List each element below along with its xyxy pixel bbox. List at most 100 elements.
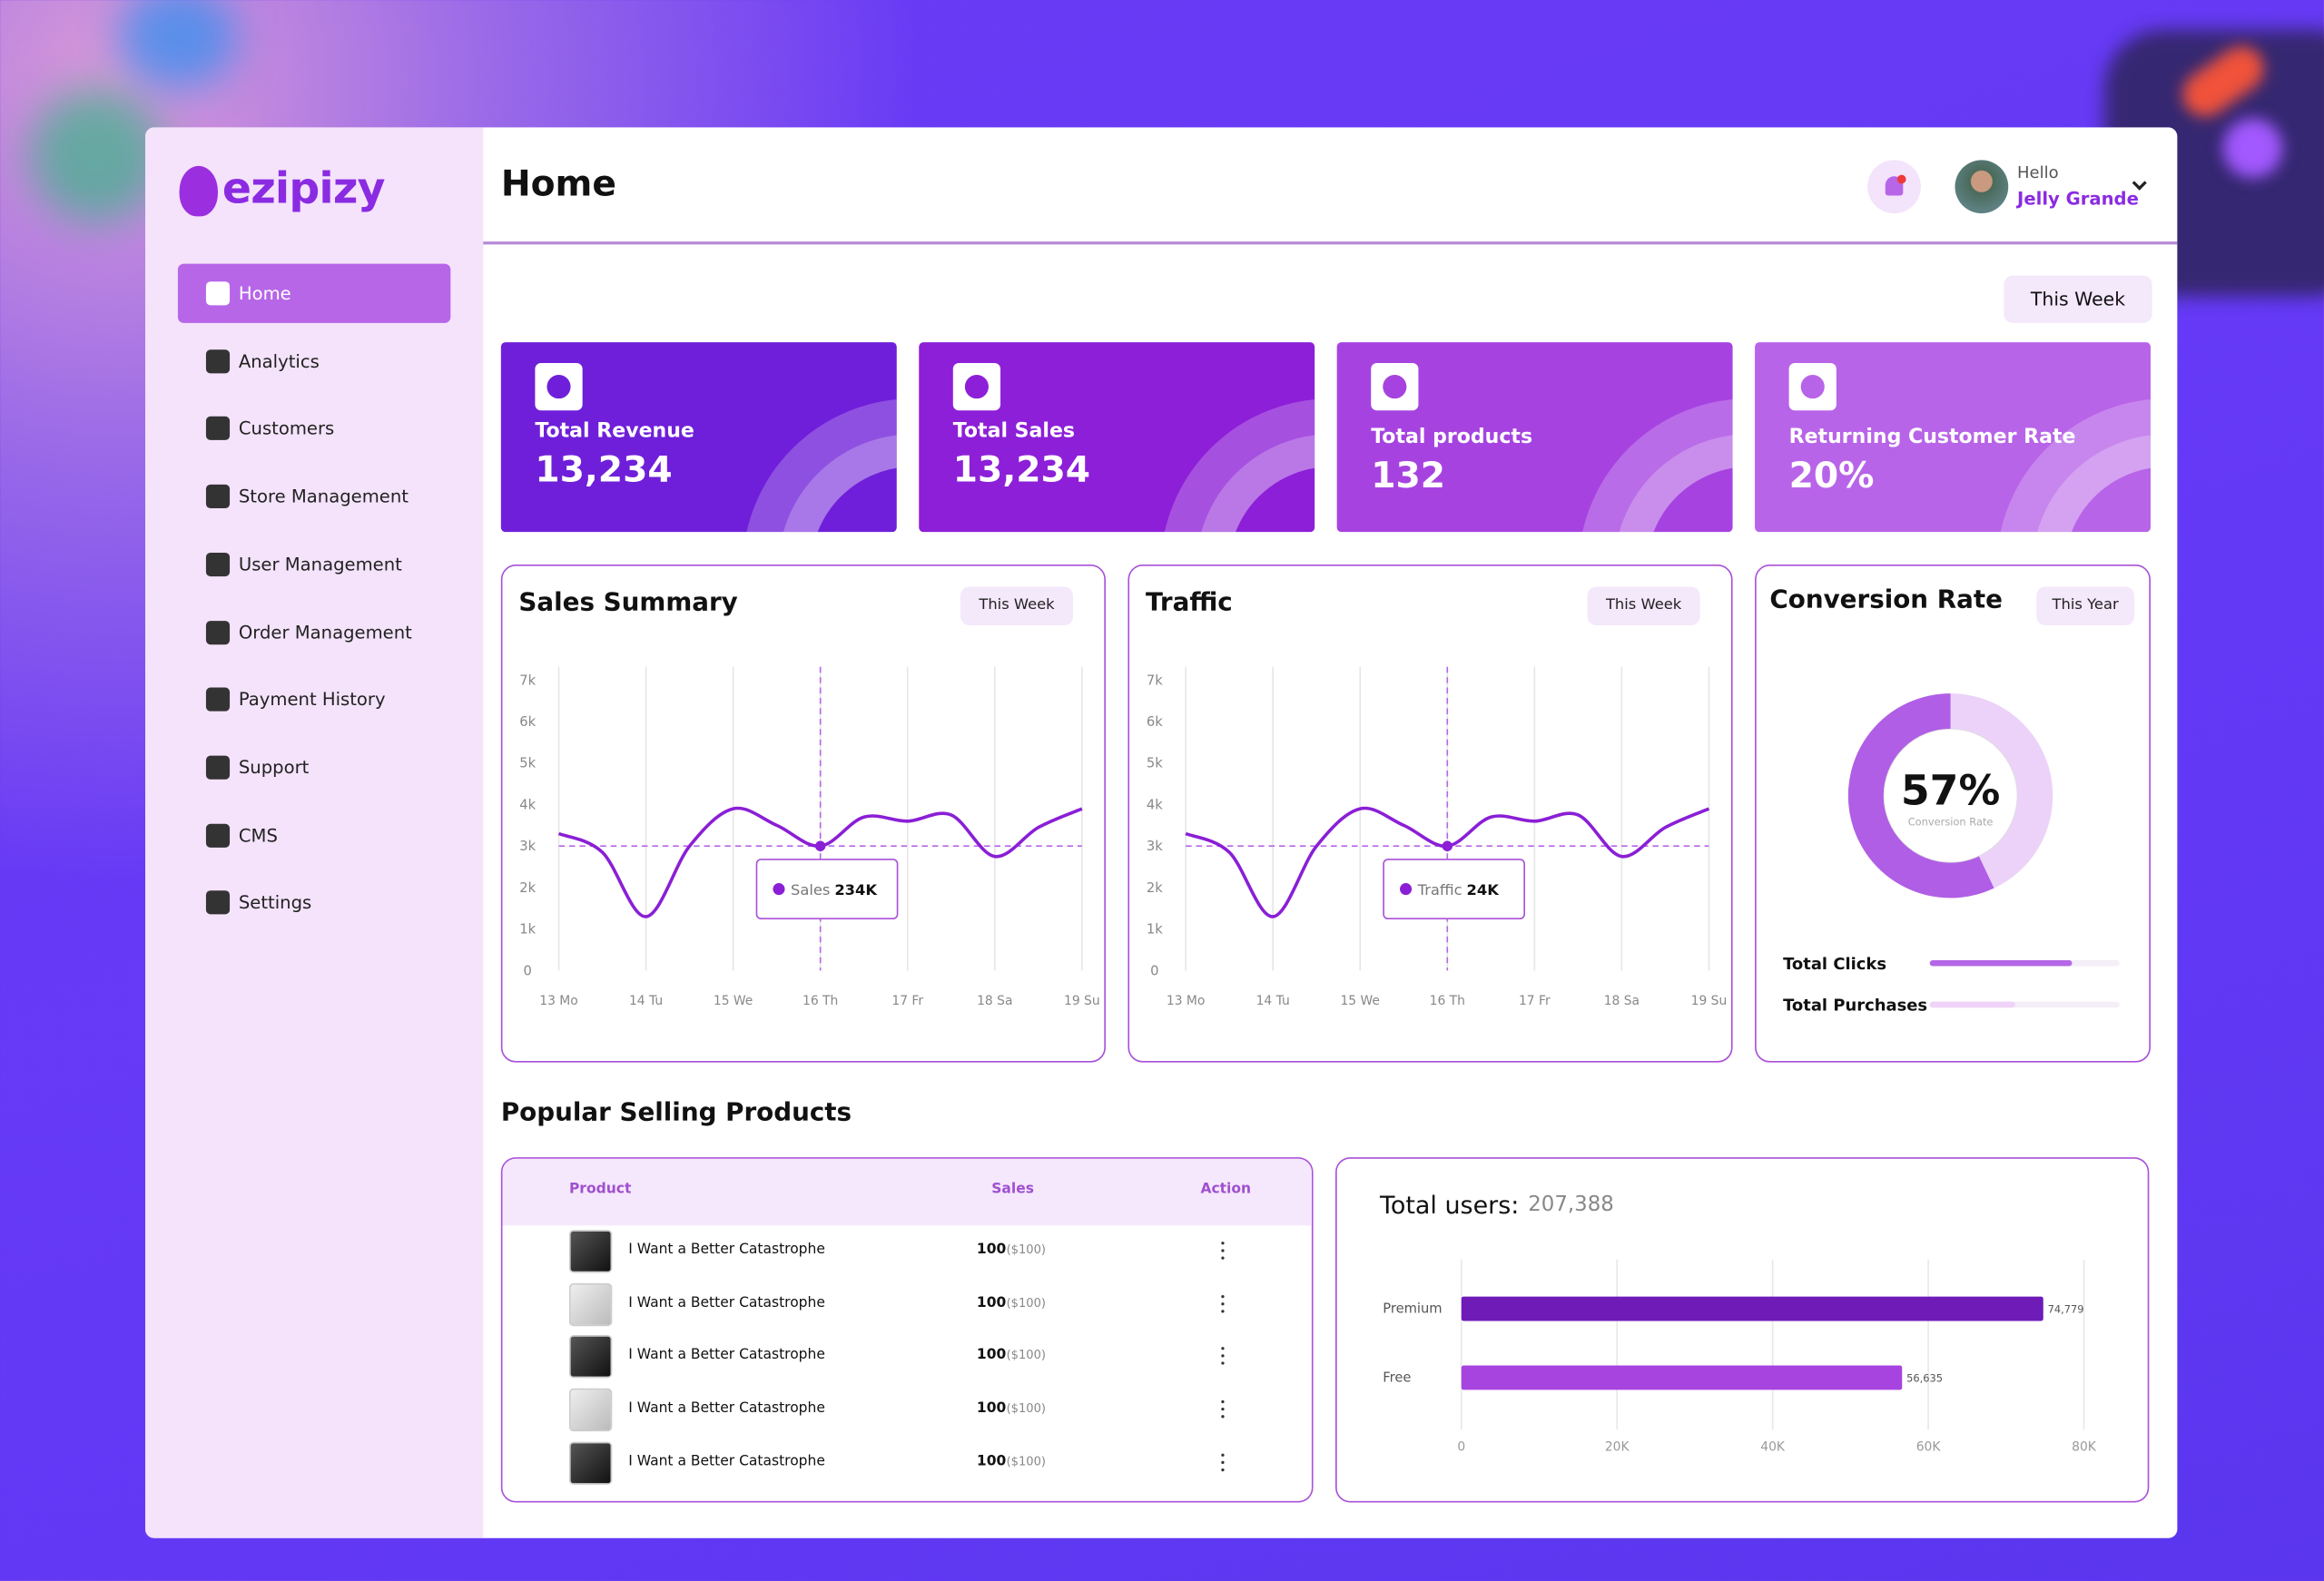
card-icon-glyph	[964, 375, 989, 399]
menu-dot	[1221, 1256, 1225, 1260]
column-header: Action	[1200, 1181, 1252, 1198]
page-title: Home	[500, 162, 616, 205]
period-filter[interactable]: This Week	[2004, 275, 2152, 323]
nav-icon	[205, 755, 231, 780]
product-sales: 100	[976, 1453, 1007, 1470]
menu-dot	[1221, 1354, 1225, 1359]
blob	[118, 0, 238, 89]
product-name: I Want a Better Catastrophe	[628, 1347, 825, 1364]
badge	[1896, 174, 1906, 184]
action-menu[interactable]	[1216, 1450, 1228, 1474]
period-dropdown[interactable]: This Week	[960, 586, 1074, 625]
nav-icon	[205, 620, 231, 644]
menu-dot	[1221, 1242, 1225, 1245]
stat-value: 13,234	[535, 448, 673, 491]
stat-value: 132	[1371, 455, 1446, 496]
stat-value: 20%	[1788, 455, 1875, 496]
avatar	[1955, 160, 2009, 214]
table-header	[502, 1158, 1312, 1226]
product-price: ($100)	[1006, 1454, 1047, 1468]
nav-item[interactable]: Analytics	[178, 331, 450, 390]
product-thumbnail	[568, 1335, 613, 1380]
stat-card: Total Revenue 13,234	[500, 342, 897, 533]
nav-item[interactable]: CMS	[178, 805, 450, 864]
section-title: Popular Selling Products	[500, 1097, 852, 1128]
product-thumbnail	[568, 1388, 613, 1432]
user-name: Jelly Grande	[2017, 188, 2139, 210]
column-header: Product	[568, 1181, 632, 1198]
nav-label: Support	[238, 757, 310, 778]
menu-dot	[1221, 1408, 1225, 1411]
chart-panel: Conversion Rate This Year	[1755, 565, 2151, 1063]
notification-button[interactable]	[1867, 160, 1921, 214]
card-icon-glyph	[547, 375, 571, 399]
nav-item[interactable]: Order Management	[178, 603, 450, 662]
chart-title: Traffic	[1146, 588, 1233, 618]
column-header: Sales	[991, 1181, 1034, 1198]
stat-label: Returning Customer Rate	[1788, 425, 2076, 449]
product-sales: 100	[976, 1242, 1007, 1259]
blob	[2222, 118, 2283, 178]
nav-label: User Management	[238, 554, 402, 575]
nav-item[interactable]: Payment History	[178, 670, 450, 729]
action-menu[interactable]	[1216, 1398, 1228, 1421]
period-dropdown[interactable]: This Year	[2036, 586, 2135, 625]
chart-panel: Traffic This Week	[1128, 565, 1733, 1063]
nav-icon	[205, 349, 231, 373]
chart-title: Conversion Rate	[1769, 584, 2003, 615]
stat-label: Total Revenue	[535, 419, 694, 444]
product-thumbnail	[568, 1230, 613, 1273]
nav-item[interactable]: Settings	[178, 873, 450, 932]
users-total: 207,388	[1528, 1193, 1614, 1217]
nav-icon	[205, 281, 231, 306]
product-sales: 100	[976, 1347, 1007, 1364]
nav-icon	[205, 417, 231, 441]
nav-label: Analytics	[238, 350, 320, 372]
nav-icon	[205, 552, 231, 576]
menu-dot	[1221, 1415, 1225, 1419]
product-name: I Want a Better Catastrophe	[628, 1242, 825, 1259]
nav-item[interactable]: Store Management	[178, 466, 450, 525]
card-icon-glyph	[1383, 375, 1407, 399]
menu-dot	[1221, 1347, 1225, 1350]
action-menu[interactable]	[1216, 1291, 1228, 1315]
nav-icon	[205, 687, 231, 712]
nav-icon	[205, 823, 231, 848]
stat-card: Returning Customer Rate 20%	[1755, 342, 2151, 533]
menu-dot	[1221, 1294, 1225, 1298]
nav-label: Settings	[238, 892, 312, 914]
menu-dot	[1221, 1309, 1225, 1313]
product-price: ($100)	[1006, 1349, 1047, 1363]
product-name: I Want a Better Catastrophe	[628, 1294, 825, 1311]
table-panel: Product Sales Action I Want a Better Catast…	[500, 1157, 1314, 1503]
product-price: ($100)	[1006, 1296, 1047, 1310]
product-name: I Want a Better Catastrophe	[628, 1400, 825, 1417]
nav-label: Home	[238, 282, 291, 304]
menu-dot	[1221, 1249, 1225, 1252]
nav-item[interactable]: User Management	[178, 535, 450, 594]
chart-panel: Sales Summary This Week	[500, 565, 1106, 1063]
action-menu[interactable]	[1216, 1239, 1228, 1262]
nav-item[interactable]: Home	[177, 263, 451, 323]
action-menu[interactable]	[1216, 1344, 1228, 1368]
chart-title: Sales Summary	[518, 588, 738, 618]
card-icon-glyph	[1800, 375, 1825, 399]
logo-icon	[179, 165, 218, 217]
chart-panel: Total users: 207,388	[1335, 1157, 2150, 1503]
menu-dot	[1221, 1453, 1225, 1457]
product-thumbnail	[568, 1282, 613, 1326]
menu-dot	[1221, 1460, 1225, 1464]
stat-card: Total products 132	[1336, 342, 1733, 533]
nav-item[interactable]: Support	[178, 738, 450, 797]
nav-item[interactable]: Customers	[178, 399, 450, 458]
menu-dot	[1221, 1362, 1225, 1366]
nav-label: Customers	[238, 418, 335, 439]
product-price: ($100)	[1006, 1401, 1047, 1416]
greeting: Hello	[2017, 162, 2059, 182]
nav-label: Payment History	[238, 689, 386, 711]
stat-label: Total Sales	[952, 419, 1076, 444]
nav-icon	[205, 485, 231, 509]
period-dropdown[interactable]: This Week	[1587, 586, 1700, 625]
